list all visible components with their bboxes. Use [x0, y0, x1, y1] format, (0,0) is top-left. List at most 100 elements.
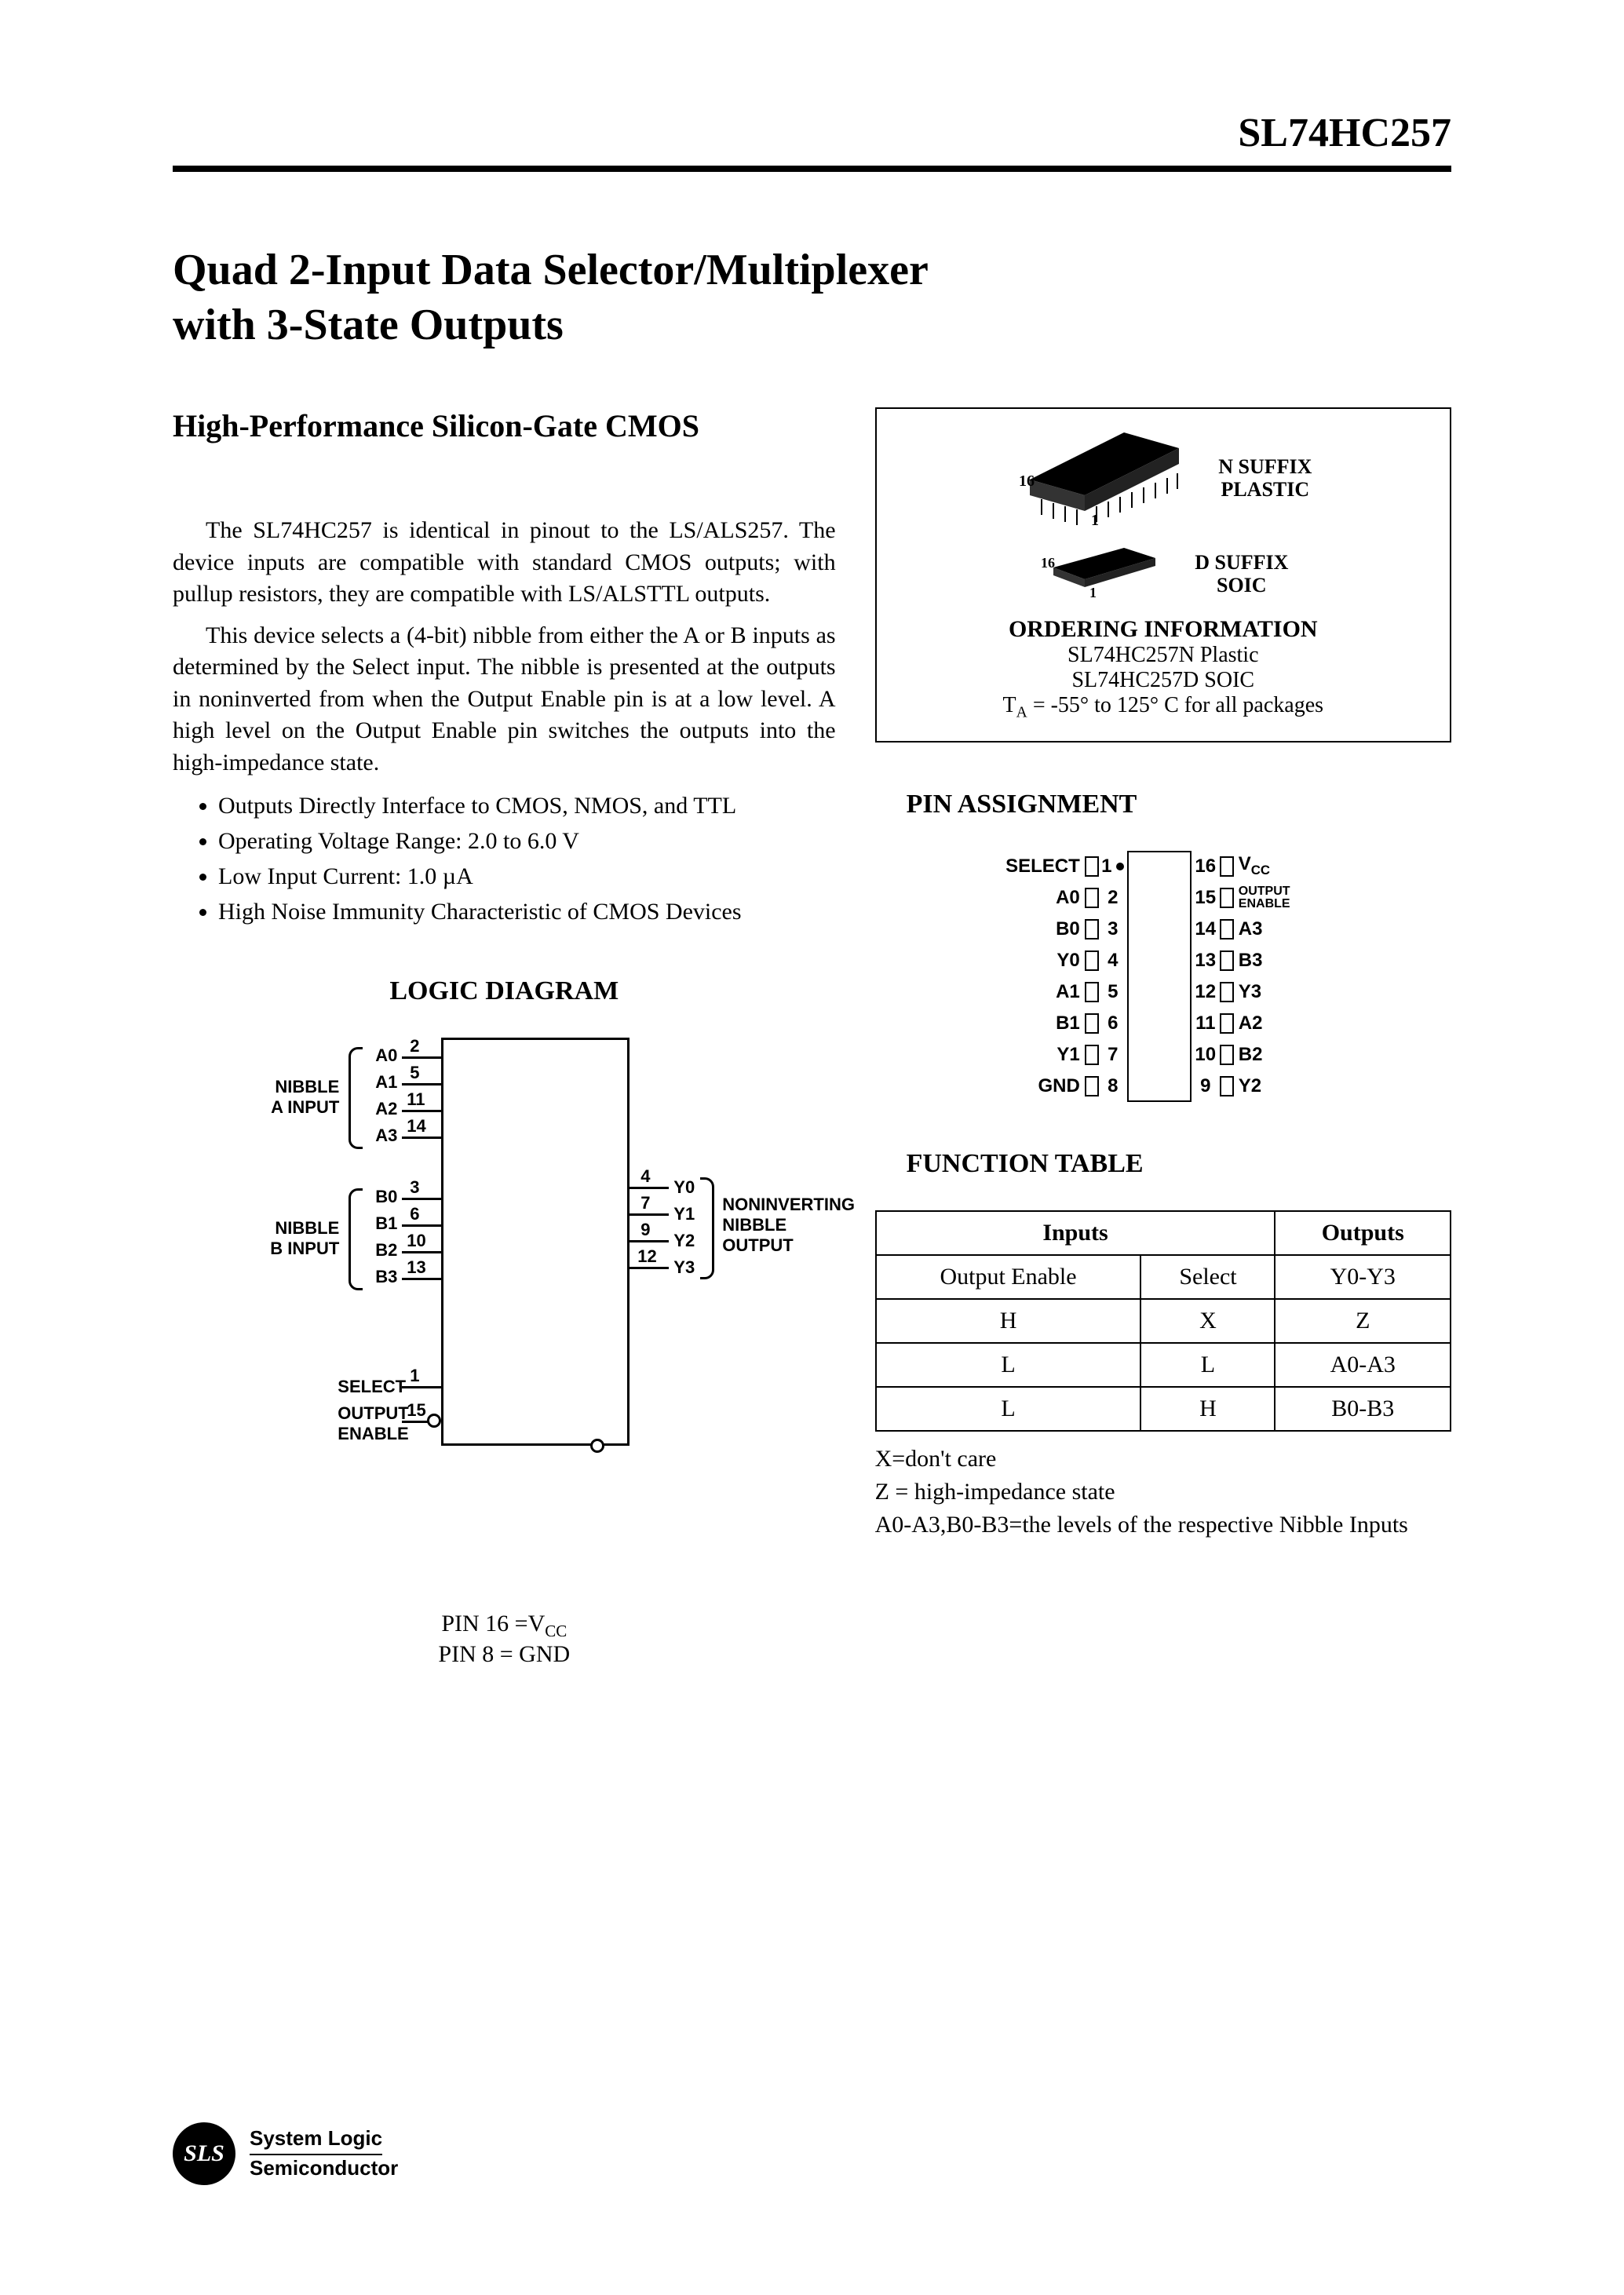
pin-num: 2 [1099, 887, 1127, 909]
pin-lead-icon [1085, 1045, 1099, 1065]
pin-num: 7 [1099, 1044, 1127, 1066]
pin-num: 4 [1099, 950, 1127, 972]
pin-lead-icon [1220, 1045, 1234, 1065]
package-soic-row: 16 1 D SUFFIXSOIC [892, 544, 1434, 605]
feature-item: High Noise Immunity Characteristic of CM… [218, 894, 836, 929]
cell: L [876, 1343, 1141, 1387]
pin-lead-icon [1220, 856, 1234, 877]
pin-label: A2 [1234, 1014, 1328, 1033]
pin-num: 16 [1192, 856, 1220, 878]
pin-line [402, 1110, 441, 1112]
table-row: Output Enable Select Y0-Y3 [876, 1255, 1451, 1299]
chip-body [1127, 914, 1192, 945]
pin-num: 10 [1192, 1044, 1220, 1066]
pin-num: 14 [1192, 918, 1220, 940]
pin-num: 11 [1192, 1012, 1220, 1034]
pin-y0-label: Y0 [673, 1177, 695, 1198]
header-rule [173, 166, 1451, 172]
pin-row: A1 5 12 Y3 [998, 976, 1328, 1008]
cell: H [1140, 1387, 1275, 1431]
pin-lead-icon [1085, 1013, 1099, 1034]
pin-lead-icon [1085, 950, 1099, 971]
chip-body [1127, 1071, 1192, 1102]
footer-line-1: System Logic [250, 2125, 382, 2155]
intro-paragraph-2: This device selects a (4-bit) nibble fro… [173, 620, 836, 779]
package-dip-row: 16 1 N SUFFIXPLASTIC [892, 425, 1434, 533]
pin-label: B3 [1234, 951, 1328, 970]
pin-row: GND 8 9 Y2 [998, 1071, 1328, 1102]
pin-label: A3 [1234, 920, 1328, 939]
pin-line [402, 1198, 441, 1200]
pin-label: Y1 [998, 1044, 1085, 1066]
pin1-dot-icon [1116, 863, 1124, 870]
pin-num: 6 [1099, 1012, 1127, 1034]
ordering-line-1: SL74HC257N Plastic [892, 643, 1434, 668]
left-column: High-Performance Silicon-Gate CMOS The S… [173, 407, 836, 1668]
col-y: Y0-Y3 [1275, 1255, 1451, 1299]
chip-body [1127, 1008, 1192, 1039]
pin-row: Y0 4 13 B3 [998, 945, 1328, 976]
chip-body [1127, 976, 1192, 1008]
svg-text:1: 1 [1089, 585, 1097, 599]
cell: L [1140, 1343, 1275, 1387]
ordering-title: ORDERING INFORMATION [892, 616, 1434, 643]
pin-num: 15 [1192, 887, 1220, 909]
nibble-a-label: NIBBLEA INPUT [261, 1077, 339, 1118]
pin-num: 3 [1099, 918, 1127, 940]
brace-b-icon [349, 1188, 363, 1290]
pin-a1-num: 5 [410, 1063, 419, 1083]
pin-row: SELECT 1 16 VCC [998, 851, 1328, 882]
select-num: 1 [410, 1366, 419, 1386]
pin-num: 8 [1099, 1075, 1127, 1097]
pin-y3-num: 12 [637, 1246, 656, 1267]
pin-line [630, 1267, 669, 1269]
svg-text:16: 16 [1019, 472, 1035, 490]
pin-a3-label: A3 [375, 1126, 397, 1146]
pin-lead-icon [1085, 856, 1099, 877]
svg-text:1: 1 [1091, 512, 1099, 527]
pin-label: SELECT [998, 856, 1085, 878]
oe-num: 15 [407, 1400, 425, 1421]
pin-label: OUTPUT ENABLE [1234, 885, 1328, 910]
pin-lead-icon [1085, 919, 1099, 940]
pin-lead-icon [1220, 1076, 1234, 1096]
d-suffix-label: D SUFFIXSOIC [1195, 552, 1288, 597]
brace-a-icon [349, 1047, 363, 1149]
pin-num: 5 [1099, 981, 1127, 1003]
pin-label: VCC [1234, 855, 1328, 878]
pin-line [402, 1386, 441, 1388]
pin-notes: PIN 16 =VCC PIN 8 = GND [173, 1611, 836, 1668]
pin-row: Y1 7 10 B2 [998, 1039, 1328, 1071]
table-row: Inputs Outputs [876, 1211, 1451, 1255]
pin-y2-label: Y2 [673, 1231, 695, 1251]
pin-label: B1 [998, 1012, 1085, 1034]
pin-y3-label: Y3 [673, 1257, 695, 1278]
feature-item: Outputs Directly Interface to CMOS, NMOS… [218, 788, 836, 823]
table-row: H X Z [876, 1299, 1451, 1343]
feature-item: Operating Voltage Range: 2.0 to 6.0 V [218, 823, 836, 859]
dip-package-icon: 16 1 [1014, 425, 1195, 533]
pin-assignment-heading: PIN ASSIGNMENT [907, 790, 1451, 819]
soic-package-icon: 16 1 [1038, 544, 1171, 605]
sls-logo-icon: SLS [173, 2122, 235, 2185]
cell: L [876, 1387, 1141, 1431]
oe-label: OUTPUTENABLE [338, 1403, 408, 1444]
pin-lead-icon [1085, 1076, 1099, 1096]
table-row: L H B0-B3 [876, 1387, 1451, 1431]
pin-line [402, 1224, 441, 1227]
pin-label: Y3 [1234, 983, 1328, 1002]
n-suffix-label: N SUFFIXPLASTIC [1218, 456, 1312, 501]
pin-b2-label: B2 [375, 1240, 397, 1261]
brace-y-icon [700, 1177, 714, 1279]
footer-line-2: Semiconductor [250, 2156, 398, 2180]
pin-line [630, 1240, 669, 1242]
pin-label: B2 [1234, 1045, 1328, 1064]
pin-b1-label: B1 [375, 1213, 397, 1234]
pin-label: Y2 [1234, 1077, 1328, 1096]
page-title: Quad 2-Input Data Selector/Multiplexer w… [173, 243, 1451, 352]
pin-b0-num: 3 [410, 1177, 419, 1198]
logic-block [441, 1038, 630, 1446]
pin-a0-label: A0 [375, 1045, 397, 1066]
pin-y1-label: Y1 [673, 1204, 695, 1224]
pin-line [402, 1137, 441, 1139]
